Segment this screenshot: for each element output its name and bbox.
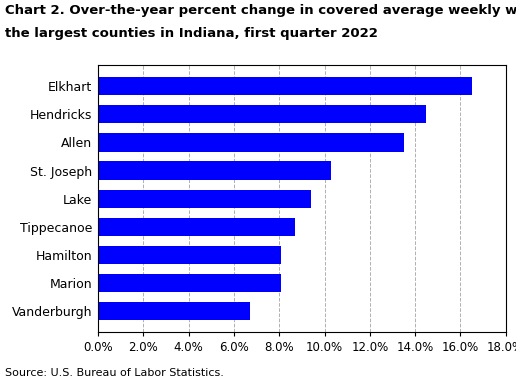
Bar	[98, 77, 472, 96]
Bar	[98, 162, 331, 180]
Text: Chart 2. Over-the-year percent change in covered average weekly wages among: Chart 2. Over-the-year percent change in…	[5, 4, 516, 17]
Bar	[98, 274, 282, 292]
Bar	[98, 105, 426, 123]
Bar	[98, 189, 311, 208]
Bar	[98, 302, 250, 320]
Text: the largest counties in Indiana, first quarter 2022: the largest counties in Indiana, first q…	[5, 27, 378, 40]
Bar	[98, 218, 295, 236]
Bar	[98, 246, 282, 264]
Text: Source: U.S. Bureau of Labor Statistics.: Source: U.S. Bureau of Labor Statistics.	[5, 368, 224, 378]
Bar	[98, 133, 404, 152]
